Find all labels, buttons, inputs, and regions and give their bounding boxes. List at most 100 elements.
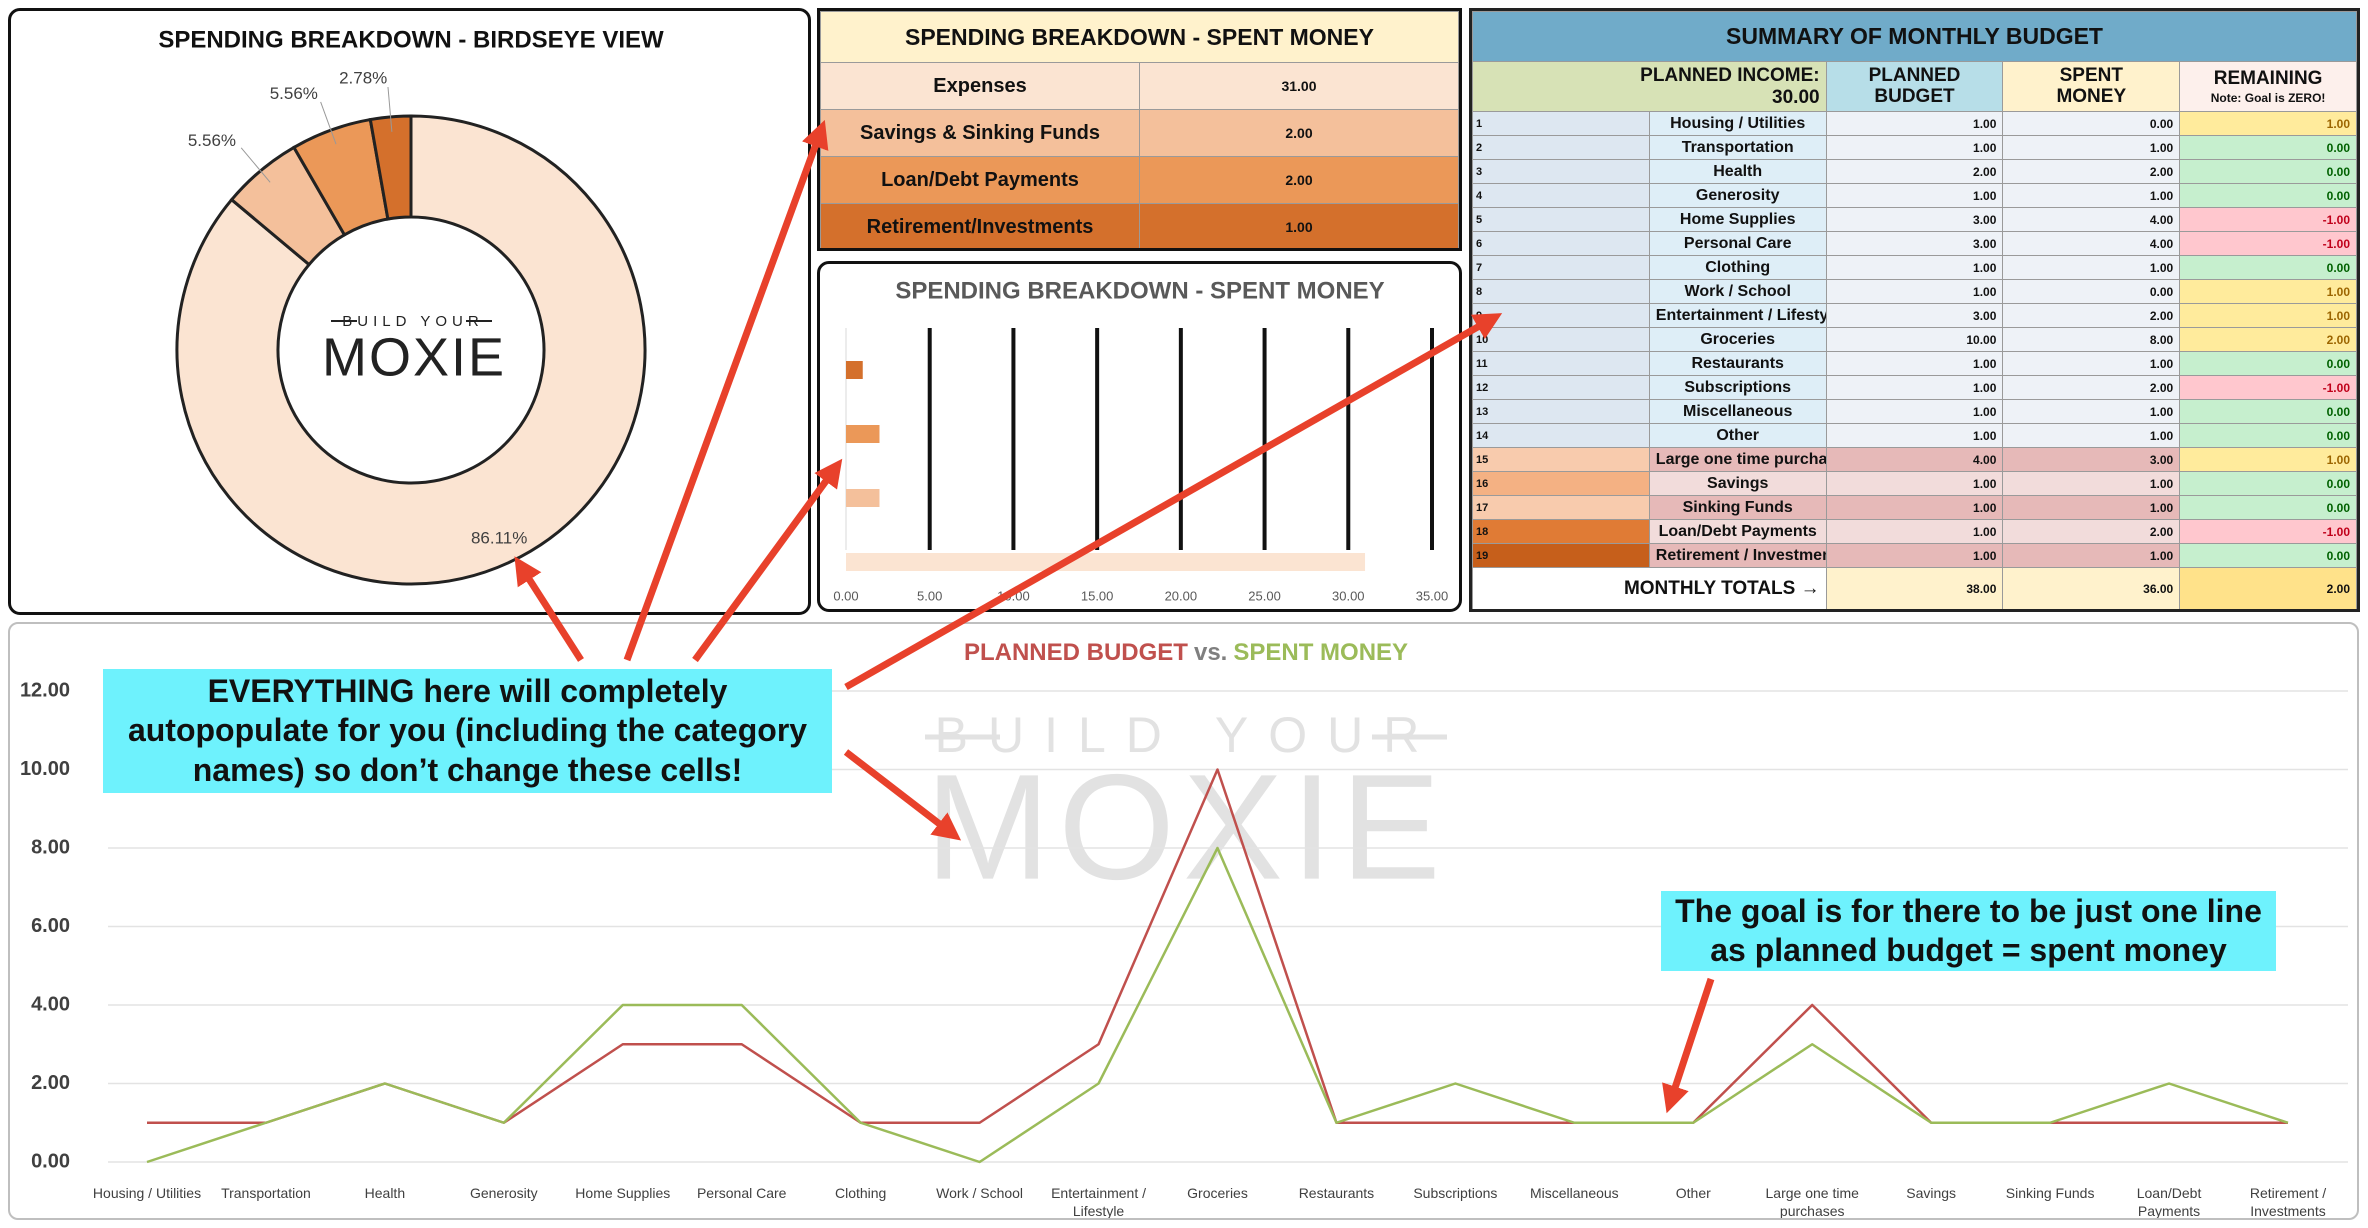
planned-cell: 1.00 [1825,543,2004,568]
annotation: EVERYTHING here will completely autopopu… [103,669,832,793]
spent-table: SPENDING BREAKDOWN - SPENT MONEY Expenses… [820,11,1459,248]
planned-cell: 1.00 [1825,423,2004,448]
x-tick-label: 10.00 [997,588,1030,603]
planned-cell: 1.00 [1825,255,2004,280]
x-tick-label: Savings [1906,1185,1957,1201]
category-cell: Health [1648,159,1827,184]
category-cell: Personal Care [1648,231,1827,256]
remaining-cell: 1.00 [2179,111,2357,136]
x-tick-label: 5.00 [917,588,942,603]
x-tick-label: Entertainment / Lifestyle [1051,1185,1147,1220]
table-row: PLANNED INCOME: 30.00 PLANNED BUDGET SPENT … [1472,61,2357,112]
total-cell: 38.00 [1825,567,2004,609]
planned-cell: 1.00 [1825,135,2004,160]
planned-cell: 1.00 [1825,375,2004,400]
row-number: 16 [1472,471,1650,496]
x-tick-label: 0.00 [833,588,858,603]
leader-line [387,86,393,132]
annotation: The goal is for there to be just one lin… [1661,891,2276,971]
category-cell: Transportation [1648,135,1827,160]
remaining-cell: -1.00 [2179,519,2357,544]
x-tick-label: Groceries [1187,1185,1248,1201]
remaining-cell: 0.00 [2179,135,2357,160]
remaining-cell: 0.00 [2179,423,2357,448]
planned-cell: 3.00 [1825,207,2004,232]
column-header: REMAINING Note: Goal is ZERO! [2179,61,2357,112]
table-title: SUMMARY OF MONTHLY BUDGET [1472,11,2357,62]
watermark-text: MOXIE [925,743,1448,911]
remaining-cell: 1.00 [2179,303,2357,328]
y-tick-label: 4.00 [31,993,70,1015]
remaining-cell: 2.00 [2179,327,2357,352]
bar-panel: SPENDING BREAKDOWN - SPENT MONEY 0.00 5.0… [817,261,1462,612]
bar [846,425,880,443]
remaining-cell: -1.00 [2179,231,2357,256]
table-row: 1 Housing / Utilities 1.00 0.00 1.00 [1472,111,2357,136]
data-label: 5.56% [188,131,236,150]
table-row: 14 Other 1.00 1.00 0.00 [1472,423,2357,448]
bar [846,361,863,379]
row-number: 1 [1472,111,1650,136]
data-label: 2.78% [339,69,387,88]
remaining-cell: 1.00 [2179,279,2357,304]
x-tick-label: Other [1675,1185,1711,1201]
chart-title: SPENDING BREAKDOWN - BIRDSEYE VIEW [158,26,664,53]
remaining-cell: 0.00 [2179,351,2357,376]
table-title: SPENDING BREAKDOWN - SPENT MONEY [820,11,1459,63]
column-header: SPENT MONEY [2002,61,2181,112]
watermark-text: BUILD YOUR [935,707,1440,763]
x-tick-label: 20.00 [1165,588,1198,603]
category-cell: Savings [1648,471,1827,496]
category-cell: Other [1648,423,1827,448]
planned-cell: 1.00 [1825,279,2004,304]
category-cell: Clothing [1648,255,1827,280]
amount-cell: 31.00 [1139,62,1459,110]
x-tick-label: Work / School [936,1185,1024,1201]
spent-cell: 1.00 [2002,543,2181,568]
table-row: 16 Savings 1.00 1.00 0.00 [1472,471,2357,496]
x-tick-label: Loan/Debt Payments [2136,1185,2202,1220]
remaining-cell: -1.00 [2179,375,2357,400]
title-series-name: SPENT MONEY [1233,639,1408,666]
x-tick-label: Home Supplies [575,1185,671,1201]
table-row: 12 Subscriptions 1.00 2.00 -1.00 [1472,375,2357,400]
x-tick-label: Personal Care [696,1185,787,1201]
x-tick-label: Restaurants [1298,1185,1375,1201]
x-tick-label: 35.00 [1416,588,1449,603]
x-tick-label: Subscriptions [1413,1185,1498,1201]
row-number: 17 [1472,495,1650,520]
y-tick-label: 0.00 [31,1150,70,1172]
spent-cell: 1.00 [2002,471,2181,496]
column-header: PLANNED BUDGET [1825,61,2004,112]
x-tick-label: 25.00 [1248,588,1281,603]
row-number: 8 [1472,279,1650,304]
y-tick-label: 6.00 [31,915,70,937]
y-tick-label: 10.00 [20,758,70,780]
income-cell: PLANNED INCOME: 30.00 [1472,61,1827,112]
line-series [146,846,2289,1164]
planned-cell: 1.00 [1825,111,2004,136]
category-cell: Restaurants [1648,351,1827,376]
planned-cell: 3.00 [1825,303,2004,328]
spent-cell: 2.00 [2002,159,2181,184]
x-tick-label: 30.00 [1332,588,1365,603]
category-cell: Work / School [1648,279,1827,304]
remaining-cell: 0.00 [2179,183,2357,208]
amount-cell: 1.00 [1139,203,1459,248]
planned-cell: 1.00 [1825,351,2004,376]
x-tick-label: Retirement / Investments [2249,1185,2327,1220]
table-row: 17 Sinking Funds 1.00 1.00 0.00 [1472,495,2357,520]
row-number: 11 [1472,351,1650,376]
category-cell: Retirement/Investments [820,203,1140,248]
x-tick-label: Large one time purchases [1765,1185,1859,1220]
column-note: Note: Goal is ZERO! [2210,90,2326,105]
table-row: 13 Miscellaneous 1.00 1.00 0.00 [1472,399,2357,424]
remaining-cell: 0.00 [2179,471,2357,496]
table-row: Savings & Sinking Funds 2.00 [820,109,1459,157]
logo-text: BUILD YOUR [342,313,483,330]
title-series-name: PLANNED BUDGET [964,639,1188,666]
planned-cell: 1.00 [1825,399,2004,424]
